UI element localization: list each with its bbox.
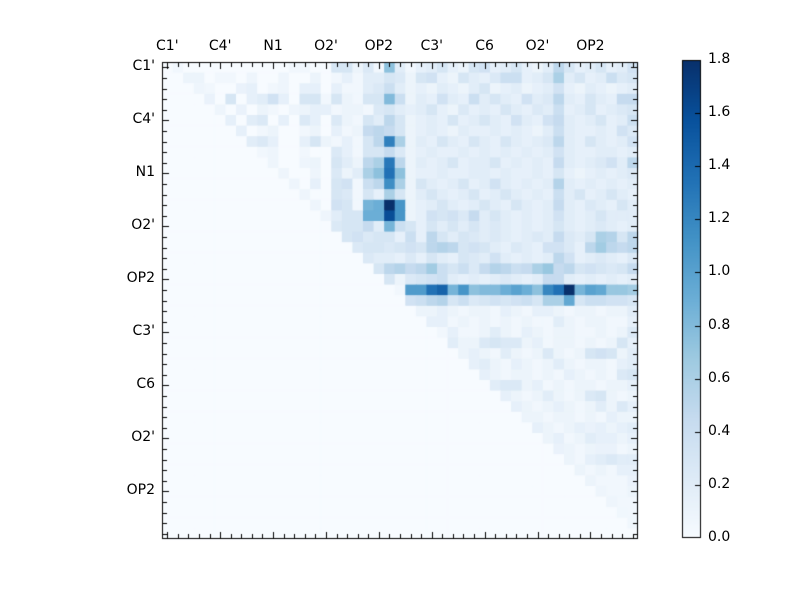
x-axis-label: C1' [156, 38, 179, 54]
x-axis-label: O2' [314, 38, 338, 54]
y-axis-label: O2' [131, 217, 155, 234]
colorbar-tick-label: 1.8 [708, 51, 731, 67]
colorbar-tick-label: 1.6 [708, 104, 731, 121]
x-axis-label: C3' [420, 38, 443, 54]
y-axis-label: N1 [135, 164, 155, 181]
colorbar-tick-label: 1.4 [708, 157, 731, 174]
y-axis-label: C3' [132, 323, 155, 340]
colorbar-tick-label: 1.0 [708, 263, 731, 280]
y-axis-label: C4' [132, 111, 155, 128]
y-axis-label: OP2 [126, 270, 155, 287]
colorbar-tick-label: 0.8 [708, 316, 731, 333]
x-axis-label: O2' [525, 38, 550, 54]
x-axis-label: C4' [208, 38, 232, 54]
x-axis-label: N1 [263, 38, 283, 54]
x-axis-label: OP2 [576, 38, 605, 54]
y-axis-label: O2' [131, 429, 155, 446]
colorbar-tick-label: 0.4 [708, 422, 731, 439]
x-axis-label: C6 [475, 38, 494, 54]
x-axis-label: OP2 [364, 38, 394, 54]
colorbar-tick-label: 0.6 [708, 369, 731, 386]
colorbar-tick-label: 0.2 [708, 475, 731, 492]
y-axis-label: C6 [136, 376, 155, 393]
colorbar-tick-label: 1.2 [708, 210, 731, 227]
colorbar-tick-label: 0.0 [708, 529, 731, 545]
y-axis-label: OP2 [126, 482, 155, 499]
y-axis-label: C1' [132, 58, 155, 75]
